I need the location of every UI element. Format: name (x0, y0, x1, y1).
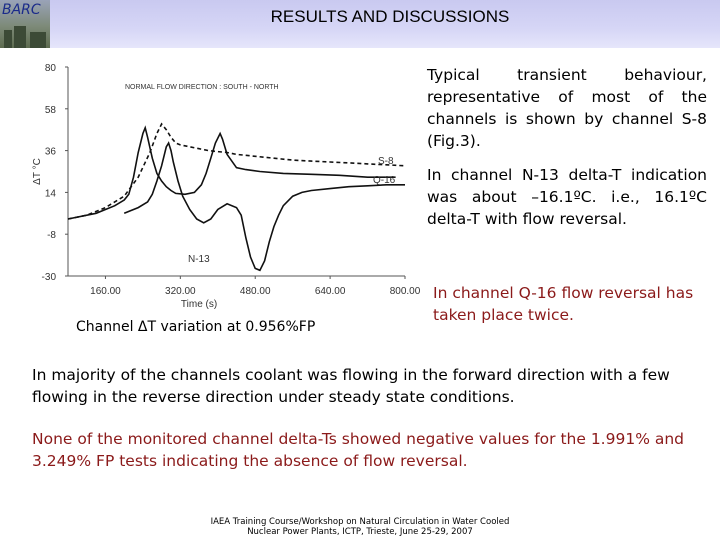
barc-logo: BARC (0, 0, 50, 48)
y-axis-label: ΔT °C (32, 158, 43, 185)
x-tick-label: 160.00 (90, 286, 121, 297)
paragraph-q16: In channel Q-16 flow reversal has taken … (433, 284, 694, 324)
footer-line-1: IAEA Training Course/Workshop on Natural… (210, 517, 510, 527)
header-band: BARC RESULTS AND DISCUSSIONS (0, 0, 720, 48)
x-axis-label: Time (s) (181, 299, 217, 310)
series-line-s8 (67, 122, 406, 220)
y-tick-label: 36 (45, 147, 57, 158)
footer-line-2: Nuclear Power Plants, ICTP, Trieste, Jun… (247, 527, 473, 537)
flow-direction-note: NORMAL FLOW DIRECTION : SOUTH - NORTH (125, 84, 279, 91)
logo-building-shape (4, 30, 12, 48)
x-tick-label: 480.00 (240, 286, 271, 297)
logo-building-shape (30, 32, 46, 48)
paragraph-typical-behaviour: Typical transient behaviour, representat… (427, 66, 707, 150)
chart-plot-area: 80 58 36 14 -8 -30 160.00 320.00 480.00 640.00 800… (32, 63, 421, 310)
figure-caption: Channel ΔT variation at 0.956%FP (76, 319, 316, 335)
footer: IAEA Training Course/Workshop on Natural… (180, 517, 540, 537)
logo-building-shape (14, 26, 26, 48)
x-tick-label: 800.00 (390, 286, 421, 297)
series-label-s8: S-8 (378, 156, 394, 167)
series-line-n13 (123, 141, 405, 272)
y-tick-label: -8 (47, 230, 56, 241)
y-tick-label: 80 (45, 63, 57, 74)
series-line-q16 (67, 125, 396, 220)
paragraph-n13: In channel N-13 delta-T indication was a… (427, 166, 707, 228)
page-title: RESULTS AND DISCUSSIONS (270, 7, 510, 26)
x-tick-label: 640.00 (315, 286, 346, 297)
y-tick-label: 58 (45, 105, 57, 116)
y-tick-label: 14 (45, 188, 57, 199)
series-label-q16: Q-16 (373, 175, 396, 186)
series-label-n13: N-13 (188, 254, 210, 265)
paragraph-no-reversal: None of the monitored channel delta-Ts s… (32, 430, 685, 470)
x-tick-label: 320.00 (165, 286, 196, 297)
logo-text: BARC (2, 2, 41, 18)
y-tick-label: -30 (42, 272, 57, 283)
paragraph-majority: In majority of the channels coolant was … (32, 366, 670, 406)
